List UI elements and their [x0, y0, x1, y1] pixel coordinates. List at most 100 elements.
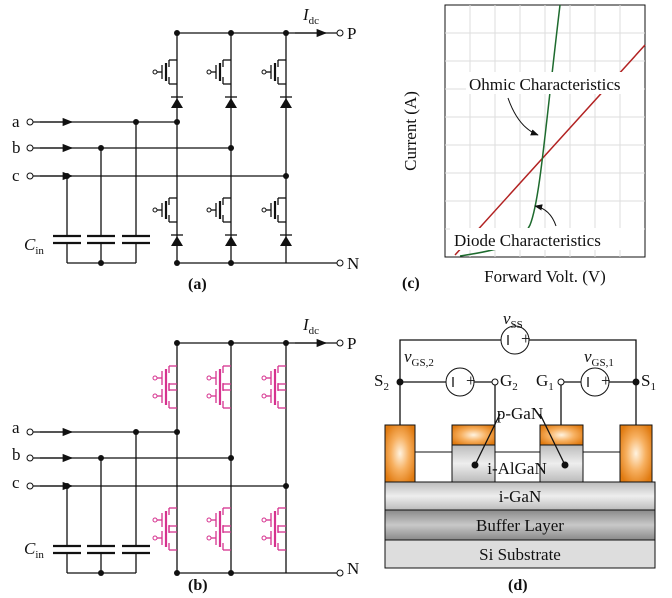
gate-terminal [153, 536, 157, 540]
terminal-label: S2 [374, 371, 389, 393]
symbol: C [24, 235, 36, 254]
subscript: 2 [512, 381, 518, 393]
terminal [337, 570, 343, 576]
junction [228, 30, 234, 36]
junction [174, 260, 180, 266]
subscript: in [35, 245, 44, 257]
layer-label: p-GaN [497, 404, 543, 423]
source-label: vSS [503, 309, 523, 331]
junction [174, 570, 180, 576]
source-label: vGS,1 [584, 347, 614, 369]
subscript: GS,1 [592, 357, 614, 369]
diode [280, 98, 292, 108]
symbol: G [536, 371, 548, 390]
subscript: dc [309, 325, 320, 337]
junction [174, 30, 180, 36]
contact [385, 425, 415, 482]
symbol: S [641, 371, 650, 390]
input-label: a [12, 112, 20, 131]
contact [620, 425, 652, 482]
panel-label: (a) [188, 276, 207, 293]
figure: Idc P N a b c Cin (a) Idc P N a b c Cin … [0, 0, 672, 598]
junction [228, 260, 234, 266]
junction [283, 30, 289, 36]
gate-terminal [262, 536, 266, 540]
gate-terminal [262, 70, 266, 74]
gate-terminal [153, 376, 157, 380]
x-axis-label: Forward Volt. (V) [484, 267, 606, 286]
subscript: 1 [548, 381, 554, 393]
iv-plot: Ohmic Characteristics Diode Characterist… [401, 5, 645, 292]
terminal-n: N [347, 254, 359, 273]
diode [225, 236, 237, 246]
junction [98, 260, 104, 266]
gate-terminal [153, 394, 157, 398]
layer-label: Buffer Layer [476, 516, 564, 535]
subscript: 1 [650, 381, 656, 393]
terminal-label: G1 [536, 371, 554, 393]
subscript: 2 [383, 381, 389, 393]
gate-terminal [262, 394, 266, 398]
terminal-p: P [347, 334, 356, 353]
junction [174, 340, 180, 346]
input-label: b [12, 138, 21, 157]
gate-terminal [207, 536, 211, 540]
input-label: c [12, 473, 20, 492]
terminal [27, 483, 33, 489]
terminal [27, 455, 33, 461]
diode [225, 98, 237, 108]
terminal-p: P [347, 24, 356, 43]
gate-terminal [153, 70, 157, 74]
terminal [27, 119, 33, 125]
symbol: C [24, 539, 36, 558]
current-label: Idc [302, 315, 319, 337]
terminal-n: N [347, 559, 359, 578]
terminal [27, 429, 33, 435]
gate-terminal [207, 394, 211, 398]
subscript: GS,2 [412, 357, 434, 369]
symbol: G [500, 371, 512, 390]
circuits [27, 30, 343, 576]
gate-terminal [153, 208, 157, 212]
terminal [337, 340, 343, 346]
terminal-label: G2 [500, 371, 518, 393]
panel-label: (b) [188, 577, 208, 594]
plus-sign: + [466, 371, 476, 390]
input-label: b [12, 445, 21, 464]
gate-terminal [153, 518, 157, 522]
input-label: a [12, 418, 20, 437]
gate-terminal [262, 208, 266, 212]
terminal [337, 30, 343, 36]
source-label: vGS,2 [404, 347, 434, 369]
gate-terminal [207, 70, 211, 74]
current-label: Idc [302, 5, 319, 27]
terminal [27, 173, 33, 179]
gate-terminal [207, 518, 211, 522]
terminal-label: S1 [641, 371, 656, 393]
layer-label: i-AlGaN [487, 459, 546, 478]
junction [98, 570, 104, 576]
layer-label: Si Substrate [479, 545, 561, 564]
junction [283, 340, 289, 346]
cap-label: Cin [24, 539, 44, 561]
diode [280, 236, 292, 246]
diode [171, 236, 183, 246]
y-axis-label: Current (A) [401, 91, 420, 171]
diode [171, 98, 183, 108]
gate-terminal [207, 376, 211, 380]
input-label: c [12, 166, 20, 185]
gate-terminal [207, 208, 211, 212]
symbol: S [374, 371, 383, 390]
terminal [27, 145, 33, 151]
junction [228, 570, 234, 576]
subscript: in [35, 549, 44, 561]
subscript: SS [511, 319, 523, 331]
junction [228, 340, 234, 346]
annotation: Ohmic Characteristics [469, 75, 621, 94]
gate-terminal [262, 518, 266, 522]
terminal [337, 260, 343, 266]
annotation: Diode Characteristics [454, 231, 601, 250]
panel-label: (d) [508, 577, 528, 594]
subscript: dc [309, 15, 320, 27]
gate-terminal [262, 376, 266, 380]
